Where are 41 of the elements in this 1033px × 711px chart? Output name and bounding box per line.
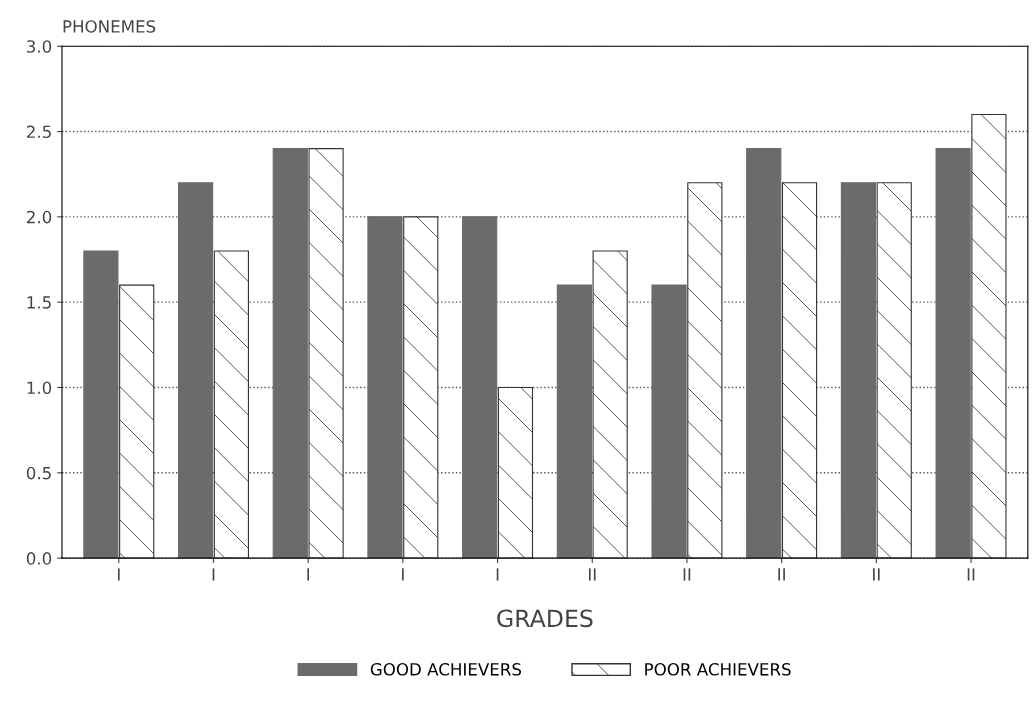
bar [781,182,818,559]
bar [272,148,308,559]
y-tick-label: 2.0 [26,210,52,224]
x-axis-title: GRADES [497,609,593,628]
bar [876,182,912,559]
bar [840,182,877,559]
bar [746,148,782,559]
y-axis-title: PHONEMES [63,20,156,33]
y-tick-label: 2.5 [26,125,51,139]
x-tick-label: II [683,568,691,581]
bar [177,182,214,559]
x-tick-label: I [117,568,120,581]
bar [651,284,687,559]
bar [213,250,249,559]
x-tick-label: I [307,568,309,581]
y-tick-label: 3.0 [27,40,52,53]
y-tick-label: 0.5 [26,466,51,480]
y-tick-label: 1.0 [27,381,52,395]
x-tick-label: I [212,568,215,581]
bar [687,182,723,559]
y-tick-label: 0.0 [26,552,52,565]
bar [935,148,971,559]
bar [403,216,439,559]
bar [971,113,1007,559]
x-tick-label: II [873,568,880,581]
bar [592,250,628,559]
bar [308,148,344,559]
x-tick-label: I [402,568,404,581]
legend-label: GOOD ACHIEVERS [370,663,522,676]
bar [83,250,119,559]
bar [462,216,498,559]
bar [119,284,155,559]
x-tick-label: I [496,568,499,581]
bar [497,386,534,559]
x-tick-label: II [778,568,785,581]
legend-label: POOR ACHIEVERS [645,663,791,676]
bar [367,216,403,559]
x-tick-label: II [588,568,596,581]
x-tick-label: II [967,568,975,581]
bar [556,284,592,559]
y-tick-label: 1.5 [27,296,51,309]
